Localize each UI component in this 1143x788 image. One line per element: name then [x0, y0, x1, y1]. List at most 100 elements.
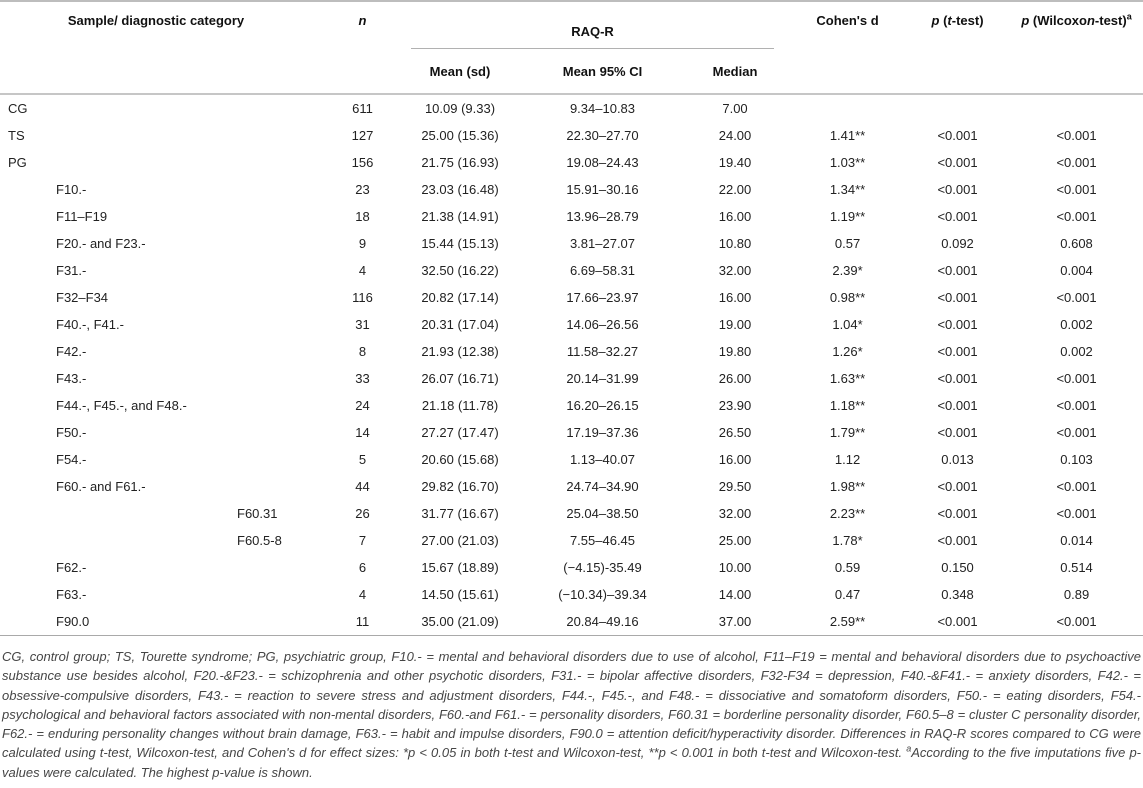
cell-median: 7.00: [722, 101, 748, 116]
cell-median: 26.50: [718, 425, 752, 440]
cell-n: 611: [352, 101, 373, 116]
p-wilcoxon-open: (Wilcoxo: [1029, 13, 1087, 28]
cell-p-ttest: [905, 94, 1010, 122]
table-row: F63.- 4 14.50 (15.61) (−10.34)–39.34 14.…: [0, 581, 1143, 608]
cell-n: 127: [351, 128, 374, 143]
cell-n: 4: [358, 263, 367, 278]
cell-ci: (−4.15)-35.49: [563, 560, 642, 575]
table-row: CG 611 10.09 (9.33) 9.34–10.83 7.00: [0, 94, 1143, 122]
cell-ci: 20.14–31.99: [566, 371, 639, 386]
cell-ci: (−10.34)–39.34: [558, 587, 647, 602]
cell-mean-sd: 20.82 (17.14): [421, 290, 499, 305]
cell-median: 29.50: [718, 479, 752, 494]
results-table: Sample/ diagnostic category n RAQ-R Cohe…: [0, 0, 1143, 636]
cell-category: F43.-: [56, 371, 87, 386]
cell-p-wilcoxon: <0.001: [1056, 614, 1097, 629]
cell-ci: 22.30–27.70: [566, 128, 639, 143]
cell-category: F60.- and F61.-: [56, 479, 146, 494]
p-ttest-p: p: [931, 13, 940, 28]
cell-cohens-d: 1.04*: [832, 317, 863, 332]
cell-p-wilcoxon: 0.514: [1060, 560, 1093, 575]
col-header-p-wilcoxon: p (Wilcoxon-test)a: [1010, 1, 1143, 95]
col-header-n-label: n: [358, 13, 367, 28]
table-row: F40.-, F41.- 31 20.31 (17.04) 14.06–26.5…: [0, 311, 1143, 338]
cell-p-ttest: <0.001: [937, 479, 978, 494]
col-header-raqr: RAQ-R: [395, 1, 790, 49]
cell-category: F31.-: [56, 263, 87, 278]
cell-n: 9: [358, 236, 367, 251]
cell-category: F32–F34: [56, 290, 109, 305]
cell-median: 16.00: [718, 290, 752, 305]
cell-n: 33: [355, 371, 370, 386]
cell-n: 156: [351, 155, 374, 170]
table-row: F60.- and F61.- 44 29.82 (16.70) 24.74–3…: [0, 473, 1143, 500]
cell-category: F63.-: [56, 587, 87, 602]
cell-cohens-d: 1.12: [834, 452, 861, 467]
cell-p-ttest: <0.001: [937, 182, 978, 197]
subcol-header-ci: Mean 95% CI: [525, 49, 680, 95]
cell-p-wilcoxon: <0.001: [1056, 425, 1097, 440]
cell-category: F50.-: [56, 425, 87, 440]
cell-p-ttest: 0.150: [941, 560, 974, 575]
table-row: F10.- 23 23.03 (16.48) 15.91–30.16 22.00…: [0, 176, 1143, 203]
subcol-header-median: Median: [680, 49, 791, 95]
cell-cohens-d: 0.47: [834, 587, 861, 602]
cell-ci: 9.34–10.83: [569, 101, 636, 116]
cell-median: 24.00: [718, 128, 752, 143]
cell-median: 25.00: [718, 533, 752, 548]
cell-median: 37.00: [718, 614, 752, 629]
cell-category: TS: [8, 128, 25, 143]
cell-p-ttest: <0.001: [937, 317, 978, 332]
table-row: F32–F34 116 20.82 (17.14) 17.66–23.97 16…: [0, 284, 1143, 311]
cell-mean-sd: 21.75 (16.93): [421, 155, 499, 170]
table-row: F62.- 6 15.67 (18.89) (−4.15)-35.49 10.0…: [0, 554, 1143, 581]
table-row: F60.31 26 31.77 (16.67) 25.04–38.50 32.0…: [0, 500, 1143, 527]
cell-mean-sd: 23.03 (16.48): [421, 182, 499, 197]
table-header: Sample/ diagnostic category n RAQ-R Cohe…: [0, 1, 1143, 95]
cell-mean-sd: 26.07 (16.71): [421, 371, 499, 386]
cell-cohens-d: 2.39*: [832, 263, 863, 278]
cell-mean-sd: 15.67 (18.89): [421, 560, 499, 575]
cell-n: 7: [358, 533, 367, 548]
table-row: F60.5-8 7 27.00 (21.03) 7.55–46.45 25.00…: [0, 527, 1143, 554]
cell-p-ttest: 0.013: [941, 452, 974, 467]
cell-p-wilcoxon: 0.002: [1060, 344, 1093, 359]
cell-p-wilcoxon: <0.001: [1056, 290, 1097, 305]
p-wilcoxon-footnote-marker: a: [1126, 11, 1132, 22]
cell-n: 11: [355, 614, 370, 629]
cell-category: PG: [8, 155, 27, 170]
cell-median: 23.90: [718, 398, 752, 413]
cell-mean-sd: 31.77 (16.67): [421, 506, 499, 521]
p-ttest-post: -test): [951, 13, 984, 28]
table-row: F42.- 8 21.93 (12.38) 11.58–32.27 19.80 …: [0, 338, 1143, 365]
table-body: CG 611 10.09 (9.33) 9.34–10.83 7.00 TS 1…: [0, 94, 1143, 636]
cell-mean-sd: 27.00 (21.03): [421, 533, 499, 548]
cell-ci: 24.74–34.90: [566, 479, 639, 494]
cell-cohens-d: 1.34**: [829, 182, 866, 197]
col-header-n: n: [330, 1, 395, 95]
cell-ci: 1.13–40.07: [569, 452, 636, 467]
cell-p-wilcoxon: 0.608: [1060, 236, 1093, 251]
cell-p-wilcoxon: 0.89: [1063, 587, 1090, 602]
cell-p-ttest: <0.001: [937, 425, 978, 440]
table-row: F43.- 33 26.07 (16.71) 20.14–31.99 26.00…: [0, 365, 1143, 392]
cell-ci: 3.81–27.07: [569, 236, 636, 251]
cell-ci: 13.96–28.79: [566, 209, 639, 224]
cell-cohens-d: 1.98**: [829, 479, 866, 494]
p-wilcoxon-post: -test): [1094, 13, 1127, 28]
table-row: TS 127 25.00 (15.36) 22.30–27.70 24.00 1…: [0, 122, 1143, 149]
cell-p-wilcoxon: <0.001: [1056, 182, 1097, 197]
cell-category: F40.-, F41.-: [56, 317, 124, 332]
cell-ci: 6.69–58.31: [569, 263, 636, 278]
cell-category: F60.31: [237, 506, 278, 521]
cell-ci: 17.66–23.97: [566, 290, 639, 305]
cell-mean-sd: 25.00 (15.36): [421, 128, 499, 143]
cell-n: 23: [355, 182, 370, 197]
cell-p-ttest: <0.001: [937, 209, 978, 224]
cell-category: F90.0: [56, 614, 90, 629]
cell-median: 19.40: [718, 155, 752, 170]
cell-p-ttest: <0.001: [937, 263, 978, 278]
cell-category: CG: [8, 101, 28, 116]
cell-p-wilcoxon: [1010, 94, 1143, 122]
